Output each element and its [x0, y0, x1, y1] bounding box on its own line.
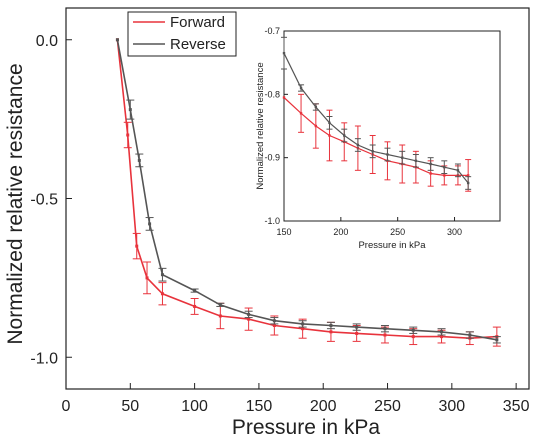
main-forward-point	[247, 317, 251, 321]
inset-x-axis-title: Pressure in kPa	[358, 240, 426, 251]
inset-reverse-point	[429, 162, 432, 166]
main-forward-point	[355, 331, 359, 335]
inset-x-tick-label: 300	[447, 227, 462, 237]
inset-reverse-point	[401, 156, 404, 159]
main-reverse-point	[137, 158, 141, 162]
main-reverse-point	[148, 222, 152, 226]
main-x-tick-label: 200	[310, 398, 337, 415]
main-x-tick-label: 0	[62, 398, 71, 415]
legend-box	[127, 11, 237, 57]
inset-forward-point	[466, 174, 470, 177]
main-x-tick-label: 150	[246, 398, 273, 415]
main-forward-point	[160, 292, 164, 296]
main-forward-point	[329, 330, 333, 334]
inset-x-tick-label: 200	[333, 227, 348, 237]
inset-plot-frame	[283, 30, 501, 222]
inset-series-group	[281, 36, 472, 192]
main-x-tick-label: 50	[121, 398, 139, 415]
main-reverse-point	[411, 328, 415, 332]
inset-reverse-point	[371, 150, 374, 153]
inset-axes: 150 200 250 300 -0.7 -0.8 -0.9 -1.0	[264, 26, 462, 237]
main-forward-point	[440, 335, 444, 339]
main-axes: 0 50 100 150 200 250 300 350 0.0 -0.5 -1.0	[30, 33, 529, 415]
inset-y-tick-label: -1.0	[264, 216, 280, 226]
main-reverse-point	[160, 273, 164, 277]
inset-reverse-point	[282, 51, 286, 55]
main-x-tick-label: 100	[181, 398, 208, 415]
main-x-tick-label: 300	[438, 398, 465, 415]
main-reverse-point	[128, 108, 132, 112]
main-forward-point	[193, 304, 197, 308]
inset-forward-point	[282, 96, 286, 99]
inset-reverse-point	[299, 86, 303, 90]
main-reverse-point	[329, 324, 333, 327]
inset-forward-point	[328, 134, 331, 137]
main-forward-point	[218, 314, 222, 318]
main-y-tick-label: 0.0	[36, 33, 58, 50]
main-forward-point	[383, 333, 387, 337]
inset-forward-point	[429, 172, 432, 175]
inset-reverse-point	[386, 153, 389, 156]
main-reverse-point	[468, 333, 472, 337]
main-reverse-point	[495, 338, 499, 342]
main-x-tick-label: 350	[503, 398, 530, 415]
main-reverse-point	[247, 312, 251, 316]
main-y-tick-label: -0.5	[30, 192, 58, 209]
main-x-tick-label: 250	[374, 398, 401, 415]
inset-reverse-line	[283, 52, 469, 184]
inset-y-tick-label: -0.7	[264, 26, 280, 36]
legend: Forward Reverse	[127, 11, 237, 57]
inset-reverse-point	[466, 181, 470, 185]
legend-forward-label: Forward	[170, 14, 225, 31]
inset-reverse-point	[343, 134, 346, 137]
inset-y-axis-title: Normalized relative resistance	[255, 62, 266, 189]
inset-reverse-point	[456, 169, 460, 172]
inset-forward-point	[299, 112, 303, 115]
main-reverse-point	[383, 327, 387, 331]
main-forward-point	[301, 327, 305, 331]
main-reverse-point	[440, 330, 444, 334]
main-y-tick-label: -1.0	[30, 350, 58, 367]
inset-x-tick-label: 250	[390, 227, 405, 237]
main-forward-point	[126, 133, 130, 137]
inset-y-tick-label: -0.8	[264, 89, 280, 99]
legend-reverse-label: Reverse	[170, 36, 226, 53]
inset-x-tick-label: 150	[276, 227, 291, 237]
main-reverse-point	[193, 289, 197, 293]
main-forward-point	[135, 244, 139, 248]
inset-y-tick-label: -0.9	[264, 153, 280, 163]
main-reverse-point	[301, 322, 305, 326]
inset-reverse-point	[443, 165, 446, 169]
main-reverse-point	[218, 303, 222, 307]
inset-forward-point	[314, 124, 318, 128]
inset-reverse-point	[356, 143, 360, 147]
main-reverse-point	[115, 38, 119, 42]
main-forward-point	[272, 324, 276, 327]
main-reverse-point	[272, 319, 276, 323]
inset-reverse-point	[328, 121, 331, 125]
inset-forward-line	[283, 97, 469, 176]
inset-forward-point	[443, 174, 446, 177]
main-x-axis-title: Pressure in kPa	[232, 416, 381, 439]
main-forward-point	[145, 276, 149, 280]
main-series-group	[115, 38, 501, 347]
inset-reverse-point	[414, 159, 418, 163]
main-y-axis-title: Normalized relative resistance	[4, 63, 27, 344]
main-forward-point	[411, 335, 415, 339]
main-reverse-point	[355, 325, 359, 329]
inset-reverse-point	[314, 105, 318, 109]
